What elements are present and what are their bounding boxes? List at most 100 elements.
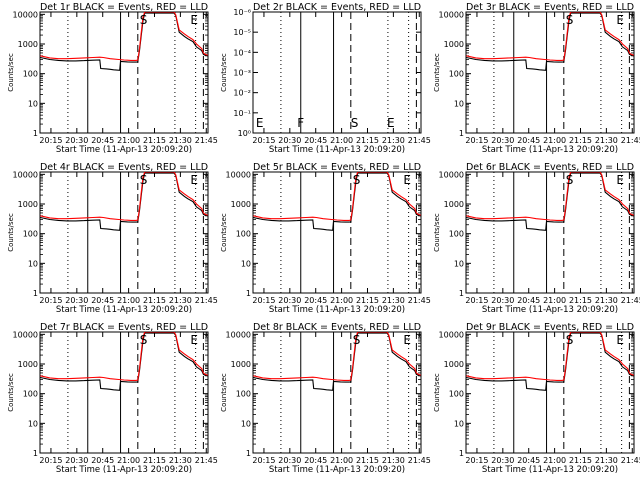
plot-frame (39, 331, 209, 454)
x-axis-label: Start Time (11-Apr-13 20:09:20) (269, 305, 405, 315)
lld-curve (253, 172, 421, 221)
y-axis-label: Counts/sec (220, 53, 228, 92)
x-tick-label: 21:15 (143, 296, 166, 305)
x-tick-label: 21:45 (621, 296, 640, 305)
flag-label: E (616, 13, 624, 27)
y-tick-label: 1000 (18, 200, 38, 209)
x-tick-label: 21:30 (169, 296, 192, 305)
y-tick-label: 1 (459, 129, 464, 138)
x-tick-label: 20:45 (304, 296, 327, 305)
y-tick-label: 1000 (444, 40, 464, 49)
panel-8: Det 8r BLACK = Events, RED = LLD Counts/s… (220, 322, 431, 475)
y-tick-label: 1000 (444, 200, 464, 209)
plot-frame (252, 11, 422, 134)
x-tick-label: 21:45 (408, 456, 431, 465)
x-tick-label: 21:45 (195, 296, 218, 305)
y-tick-label: 1000 (231, 200, 251, 209)
y-tick-label: 10⁻² (233, 89, 251, 98)
x-tick-label: 21:30 (169, 456, 192, 465)
x-axis-label: Start Time (11-Apr-13 20:09:20) (56, 465, 192, 475)
y-tick-label: 100 (449, 390, 464, 399)
y-tick-label: 10000 (439, 330, 464, 339)
x-tick-label: 21:15 (356, 296, 379, 305)
x-tick-label: 21:15 (143, 456, 166, 465)
panel-title: Det 8r BLACK = Events, RED = LLD (253, 322, 421, 333)
x-tick-label: 20:30 (491, 296, 514, 305)
x-tick-label: 20:30 (278, 136, 301, 145)
events-curve (40, 12, 208, 71)
y-tick-label: 100 (23, 230, 38, 239)
y-tick-label: 10 (241, 419, 251, 428)
flag-label: S (140, 333, 148, 347)
x-tick-label: 20:30 (65, 456, 88, 465)
panel-title: Det 4r BLACK = Events, RED = LLD (40, 162, 208, 173)
x-tick-label: 21:00 (330, 136, 353, 145)
panel-title: Det 3r BLACK = Events, RED = LLD (466, 2, 634, 13)
x-tick-label: 21:15 (569, 296, 592, 305)
x-tick-label: 20:45 (91, 456, 114, 465)
panel-title: Det 7r BLACK = Events, RED = LLD (40, 322, 208, 333)
y-tick-label: 10 (454, 419, 464, 428)
flag-label: E (403, 333, 411, 347)
plot-frame (465, 171, 635, 294)
flag-label: E (616, 333, 624, 347)
y-tick-label: 1000 (18, 40, 38, 49)
y-tick-label: 10⁰ (238, 129, 251, 138)
plot-frame (39, 171, 209, 294)
plot-frame (465, 11, 635, 134)
x-tick-label: 21:30 (382, 296, 405, 305)
lld-curve (466, 332, 634, 381)
panel-9: Det 9r BLACK = Events, RED = LLD Counts/s… (433, 322, 640, 475)
events-curve (466, 172, 634, 231)
x-tick-label: 21:30 (382, 136, 405, 145)
panel-3: Det 3r BLACK = Events, RED = LLD Counts/s… (433, 2, 640, 155)
y-tick-label: 1 (33, 129, 38, 138)
y-tick-label: 10000 (13, 10, 38, 19)
x-tick-label: 20:15 (252, 456, 275, 465)
x-tick-label: 20:45 (304, 136, 327, 145)
y-tick-label: 10 (454, 99, 464, 108)
x-tick-label: 21:15 (356, 456, 379, 465)
events-curve (40, 332, 208, 391)
x-tick-label: 20:15 (252, 136, 275, 145)
flag-label: S (353, 173, 361, 187)
x-tick-label: 21:00 (543, 136, 566, 145)
y-axis-label: Counts/sec (433, 373, 441, 412)
x-tick-label: 21:15 (143, 136, 166, 145)
events-curve (466, 12, 634, 71)
y-tick-label: 10⁻⁵ (233, 28, 251, 37)
y-axis-label: Counts/sec (7, 53, 15, 92)
panel-1: Det 1r BLACK = Events, RED = LLD Counts/s… (7, 2, 218, 155)
x-tick-label: 20:45 (91, 136, 114, 145)
panel-title: Det 6r BLACK = Events, RED = LLD (466, 162, 634, 173)
x-tick-label: 20:15 (465, 456, 488, 465)
lld-curve (466, 172, 634, 221)
flag-label: E (616, 173, 624, 187)
x-tick-label: 20:45 (304, 456, 327, 465)
flag-label: S (351, 116, 359, 130)
y-tick-label: 1000 (18, 360, 38, 369)
x-tick-label: 20:45 (517, 136, 540, 145)
flag-label: E (190, 173, 198, 187)
y-tick-label: 10⁻¹ (233, 109, 251, 118)
x-axis-label: Start Time (11-Apr-13 20:09:20) (56, 305, 192, 315)
x-axis-label: Start Time (11-Apr-13 20:09:20) (482, 465, 618, 475)
x-tick-label: 21:00 (330, 296, 353, 305)
flag-label: S (566, 333, 574, 347)
x-tick-label: 21:45 (408, 136, 431, 145)
x-tick-label: 21:45 (408, 296, 431, 305)
lld-curve (40, 172, 208, 221)
x-tick-label: 20:30 (278, 456, 301, 465)
x-axis-label: Start Time (11-Apr-13 20:09:20) (482, 305, 618, 315)
y-tick-label: 1 (33, 289, 38, 298)
lld-curve (40, 332, 208, 381)
y-tick-label: 10 (454, 259, 464, 268)
panel-6: Det 6r BLACK = Events, RED = LLD Counts/s… (433, 162, 640, 315)
flag-label: E (190, 333, 198, 347)
x-tick-label: 21:00 (543, 296, 566, 305)
x-tick-label: 20:30 (278, 296, 301, 305)
x-tick-label: 20:15 (39, 296, 62, 305)
flag-label: E (190, 13, 198, 27)
x-tick-label: 21:30 (382, 456, 405, 465)
